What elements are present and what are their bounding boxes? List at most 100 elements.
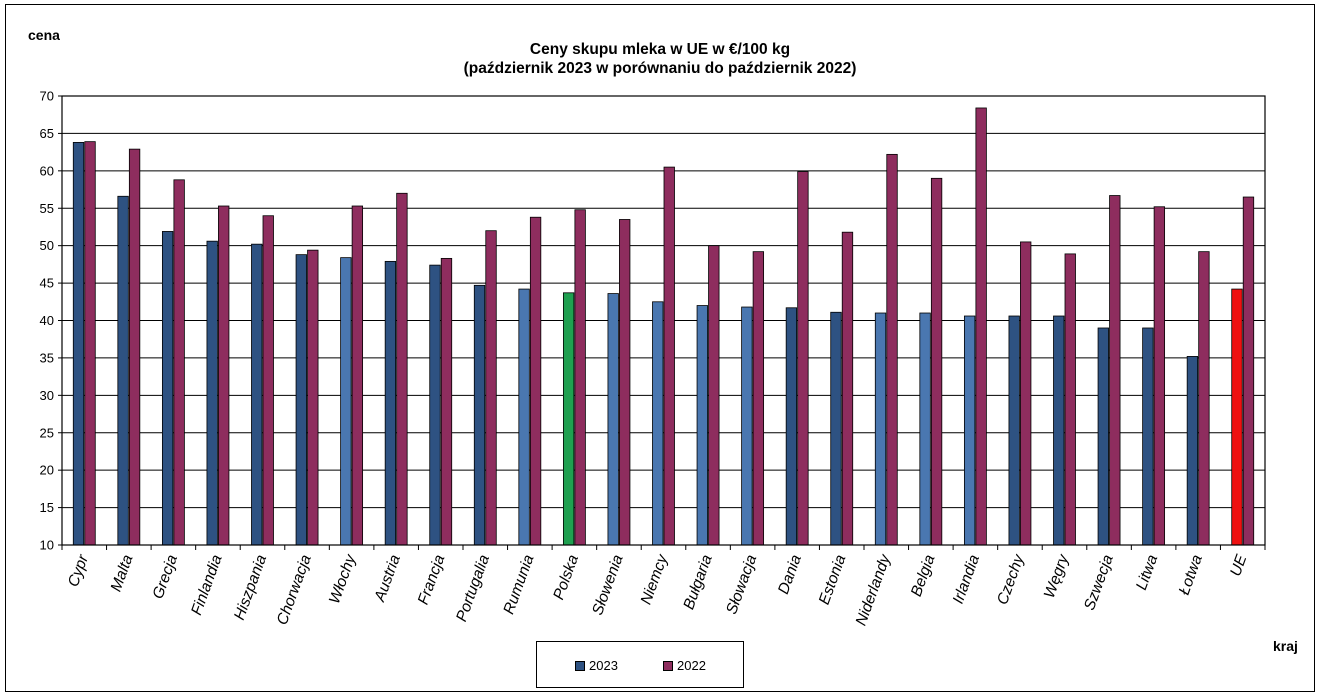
x-tick-label: Cypr <box>65 552 92 589</box>
bar-2023-szwecja <box>1097 327 1109 546</box>
chart-title-line-2: (październik 2023 w porównaniu do paździ… <box>463 60 857 77</box>
bar-2022-francja <box>440 257 453 546</box>
bar-2023-węgry <box>1053 315 1065 546</box>
x-tick-label: Czechy <box>994 551 1028 607</box>
plot-border <box>61 95 1266 546</box>
x-tick-label: Bułgaria <box>680 552 716 612</box>
bar-2022-litwa <box>1153 206 1166 546</box>
bar-2023-malta <box>117 195 129 546</box>
bar-2023-estonia <box>830 311 842 546</box>
y-tick-label: 30 <box>40 388 54 403</box>
bar-2023-niemcy <box>652 301 664 546</box>
x-tick-label: Słowacja <box>723 552 760 616</box>
y-tick-label: 20 <box>40 463 54 478</box>
bar-2022-niemcy <box>663 166 675 546</box>
bar-2023-irlandia <box>963 315 976 546</box>
bar-2022-grecja <box>173 179 185 546</box>
bar-2022-słowacja <box>752 251 765 546</box>
x-tick-label: Dania <box>775 552 805 596</box>
bar-2022-cypr <box>84 141 96 546</box>
chart-title-line-1: Ceny skupu mleka w UE w €/100 kg <box>529 41 791 58</box>
bar-2022-dania <box>797 171 809 546</box>
bar-2023-cypr <box>72 141 85 546</box>
bar-2022-irlandia <box>975 107 987 546</box>
bar-2022-portugalia <box>485 230 497 546</box>
y-tick-label: 35 <box>40 350 54 365</box>
x-tick-label: Grecja <box>150 552 182 601</box>
legend-label-2023: 2023 <box>589 658 618 673</box>
x-tick-label: Chorwacja <box>274 552 315 627</box>
x-tick-label: Portugalia <box>453 552 493 624</box>
y-tick-label: 60 <box>40 163 54 178</box>
y-axis-label: cena <box>28 27 60 43</box>
bar-2022-malta <box>128 148 141 546</box>
x-tick-label: Malta <box>108 552 137 594</box>
bar-2023-łotwa <box>1186 356 1199 546</box>
x-tick-label: Szwecja <box>1081 552 1117 612</box>
y-tick-label: 25 <box>40 425 54 440</box>
bar-2023-chorwacja <box>295 254 307 546</box>
x-tick-label: Irlandia <box>950 552 983 606</box>
bar-2023-litwa <box>1142 327 1154 546</box>
x-tick-label: Rumunia <box>500 552 537 616</box>
bar-2023-niderlandy <box>874 312 887 546</box>
bar-2022-polska <box>574 209 586 546</box>
bar-2022-bułgaria <box>708 245 720 546</box>
bar-2023-rumunia <box>518 288 530 546</box>
bar-2023-grecja <box>161 231 174 546</box>
x-tick-label: Litwa <box>1133 552 1161 592</box>
bar-2023-hiszpania <box>251 243 263 546</box>
bar-2023-polska <box>562 292 575 546</box>
bar-2023-słowacja <box>741 306 753 546</box>
legend-label-2022: 2022 <box>677 658 706 673</box>
bar-2023-bułgaria <box>696 305 708 546</box>
bar-2022-hiszpania <box>262 215 274 546</box>
x-tick-label: Niemcy <box>638 551 672 607</box>
y-tick-label: 55 <box>40 201 54 216</box>
y-tick-label: 65 <box>40 126 54 141</box>
y-tick-label: 15 <box>40 500 54 515</box>
bar-2023-włochy <box>340 257 352 546</box>
x-tick-label: Estonia <box>816 552 850 607</box>
x-tick-label: UE <box>1227 552 1251 579</box>
x-tick-label: Austria <box>371 552 404 604</box>
bar-2022-belgia <box>930 177 943 546</box>
legend-swatch-2023 <box>575 660 585 671</box>
y-tick-label: 50 <box>40 238 54 253</box>
bar-2022-włochy <box>351 205 364 546</box>
y-tick-label: 70 <box>40 89 54 104</box>
bar-2022-rumunia <box>529 216 542 546</box>
bar-2022-łotwa <box>1198 251 1210 546</box>
x-tick-label: Włochy <box>326 551 360 606</box>
x-tick-label: Węgry <box>1041 551 1073 600</box>
bar-2023-finlandia <box>206 240 218 546</box>
legend-swatch-2022 <box>663 660 673 671</box>
x-tick-label: Francja <box>415 552 449 607</box>
bar-2023-portugalia <box>473 284 486 546</box>
x-tick-label: Słowenia <box>589 552 627 617</box>
bar-2022-ue <box>1242 196 1255 546</box>
bar-2023-dania <box>785 307 798 546</box>
bar-2023-francja <box>429 264 441 546</box>
bar-2022-niderlandy <box>886 153 898 546</box>
bar-2022-estonia <box>841 231 854 546</box>
x-tick-label: Polska <box>550 552 582 602</box>
bar-2022-węgry <box>1064 253 1076 546</box>
bar-2022-finlandia <box>218 205 230 546</box>
y-tick-label: 45 <box>40 276 54 291</box>
bar-2022-słowenia <box>619 219 631 546</box>
bar-2022-czechy <box>1020 241 1032 546</box>
chart-title: Ceny skupu mleka w UE w €/100 kg (paździ… <box>400 40 920 78</box>
y-tick-label: 40 <box>40 313 54 328</box>
x-tick-label: Niderlandy <box>853 551 895 628</box>
bar-2022-szwecja <box>1109 195 1121 546</box>
y-tick-label: 10 <box>40 538 54 553</box>
x-tick-label: Belgia <box>908 552 939 599</box>
bar-2023-słowenia <box>607 293 619 546</box>
x-tick-label: Łotwa <box>1176 552 1206 597</box>
x-axis-label: kraj <box>1273 638 1298 654</box>
bar-2023-belgia <box>919 312 931 546</box>
legend: 2023 2022 <box>536 641 744 688</box>
legend-item-2022: 2022 <box>663 658 706 673</box>
